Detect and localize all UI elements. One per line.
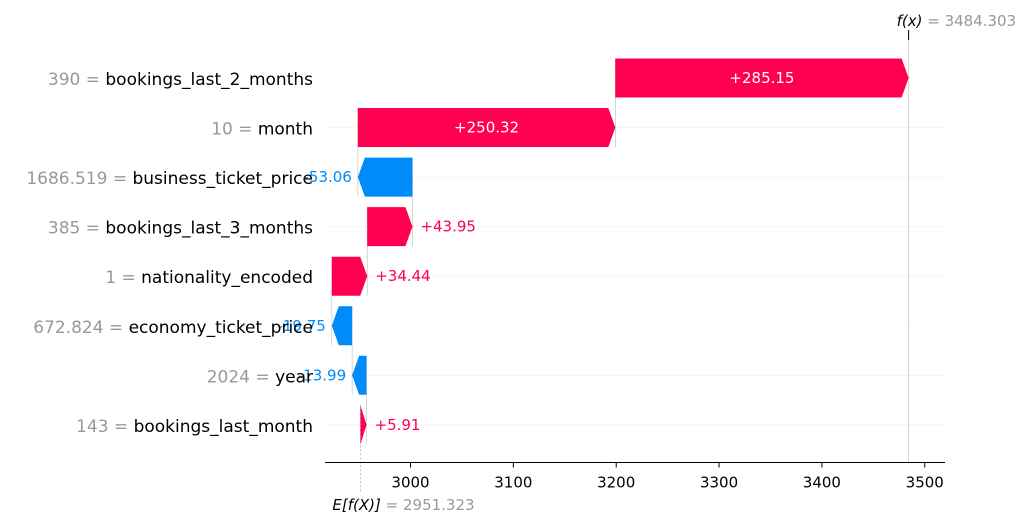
feature-value: 390 = xyxy=(48,70,106,90)
feature-name: business_ticket_price xyxy=(132,169,313,189)
bar-label-bookings_last_3_months: +43.95 xyxy=(420,218,476,236)
feature-label-economy_ticket_price: 672.824 = economy_ticket_price xyxy=(33,318,313,338)
ex-annotation: E[f(X)] = 2951.323 xyxy=(332,496,474,514)
feature-name: month xyxy=(258,120,313,140)
feature-value: 2024 = xyxy=(207,367,275,387)
x-tick-label: 3200 xyxy=(597,474,635,492)
feature-label-business_ticket_price: 1686.519 = business_ticket_price xyxy=(26,169,313,189)
bar-bookings_last_month xyxy=(360,405,367,445)
feature-label-year: 2024 = year xyxy=(207,367,313,387)
x-axis: 3000 3100 3200 3300 3400 3500 xyxy=(325,462,945,492)
feature-labels: 390 = bookings_last_2_months 10 = month 16… xyxy=(26,70,313,437)
fx-annotation: f(x) = 3484.303 xyxy=(897,12,1017,30)
bar-year xyxy=(352,355,367,395)
ex-label: E[f(X)] xyxy=(332,496,381,514)
feature-value: 10 = xyxy=(211,120,258,140)
bar-label-year: -13.99 xyxy=(298,366,346,384)
bar-economy_ticket_price xyxy=(331,306,353,346)
bar-bookings_last_2_months xyxy=(615,58,909,98)
bar-labels: +285.15 +250.32 -53.06 +43.95 +34.44 -19.75 -1… xyxy=(277,69,794,434)
bar-label-month: +250.32 xyxy=(454,119,519,137)
feature-label-bookings_last_3_months: 385 = bookings_last_3_months xyxy=(48,219,313,239)
bar-label-economy_ticket_price: -19.75 xyxy=(277,317,325,335)
bar-label-bookings_last_2_months: +285.15 xyxy=(729,69,794,87)
bar-label-bookings_last_month: +5.91 xyxy=(375,416,421,434)
x-tick-label: 3300 xyxy=(700,474,738,492)
feature-value: 672.824 = xyxy=(33,318,128,338)
x-tick-label: 3100 xyxy=(494,474,532,492)
feature-value: 385 = xyxy=(48,219,106,239)
feature-label-bookings_last_2_months: 390 = bookings_last_2_months xyxy=(48,70,313,90)
feature-label-month: 10 = month xyxy=(211,120,313,140)
annotations: f(x) = 3484.303 E[f(X)] = 2951.323 xyxy=(332,12,1016,514)
x-tick-label: 3500 xyxy=(906,474,944,492)
feature-name: bookings_last_3_months xyxy=(105,219,313,239)
feature-label-bookings_last_month: 143 = bookings_last_month xyxy=(76,417,313,437)
feature-name: year xyxy=(275,367,313,387)
bar-business_ticket_price xyxy=(357,157,413,197)
bar-label-business_ticket_price: -53.06 xyxy=(304,168,352,186)
bar-nationality_encoded xyxy=(331,256,368,296)
x-tick-label: 3000 xyxy=(391,474,429,492)
bars xyxy=(331,58,909,445)
x-tick-label: 3400 xyxy=(803,474,841,492)
feature-name: bookings_last_2_months xyxy=(105,70,313,90)
bar-label-nationality_encoded: +34.44 xyxy=(375,267,431,285)
feature-value: 1 = xyxy=(105,268,141,288)
feature-name: nationality_encoded xyxy=(141,268,313,288)
feature-name: bookings_last_month xyxy=(134,417,313,437)
fx-value: = 3484.303 xyxy=(922,12,1016,30)
bar-month xyxy=(357,108,616,148)
feature-name: economy_ticket_price xyxy=(129,318,313,338)
feature-value: 1686.519 = xyxy=(26,169,132,189)
ex-value: = 2951.323 xyxy=(381,496,475,514)
feature-value: 143 = xyxy=(76,417,134,437)
fx-label: f(x) xyxy=(897,12,923,30)
feature-label-nationality_encoded: 1 = nationality_encoded xyxy=(105,268,313,288)
bar-bookings_last_3_months xyxy=(367,207,413,247)
